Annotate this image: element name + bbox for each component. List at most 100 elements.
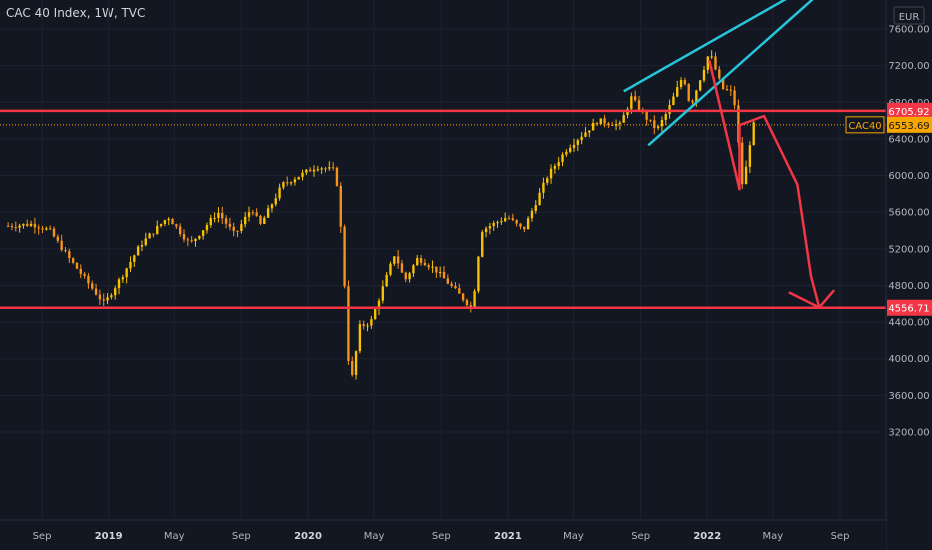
candle-body: [427, 265, 430, 268]
candle-body: [565, 151, 568, 155]
y-tick-label: 3600.00: [888, 391, 929, 402]
chart-title: CAC 40 Index, 1W, TVC: [6, 6, 146, 20]
symbol-tag: [845, 116, 885, 134]
level-tag: [887, 102, 932, 119]
candle-body: [370, 319, 373, 326]
candle-body: [523, 226, 526, 230]
candle-body: [209, 218, 212, 226]
candle-body: [588, 130, 591, 133]
candle-body: [591, 122, 595, 131]
level-tag-label: 6705.92: [888, 107, 929, 118]
candle-body: [458, 288, 461, 294]
candle-body: [534, 205, 537, 211]
candle-body: [442, 271, 446, 279]
candle-body: [454, 285, 457, 289]
candle-body: [52, 228, 56, 237]
candle-body: [251, 212, 255, 214]
candle-body: [224, 218, 228, 224]
candle-body: [45, 228, 48, 230]
candle-body: [136, 246, 140, 256]
candle-body: [744, 166, 748, 185]
candle-body: [79, 268, 82, 274]
candle-body: [477, 256, 480, 292]
candle-body: [6, 225, 10, 227]
candle-body: [125, 268, 128, 278]
candle-body: [645, 111, 648, 120]
projection-arrowhead: [788, 289, 835, 309]
candle-body: [530, 210, 534, 219]
candle-body: [622, 115, 625, 123]
candle-body: [152, 233, 155, 235]
candle-body: [542, 182, 545, 193]
candle-body: [568, 147, 572, 152]
candle-body: [354, 351, 358, 375]
candle-body: [71, 258, 75, 263]
y-axis-bg: [886, 0, 932, 550]
x-tick-label: 2020: [294, 531, 322, 542]
candle-body: [702, 69, 706, 81]
candle-body: [668, 105, 671, 114]
candle-body: [217, 212, 220, 219]
x-tick-label: Sep: [831, 531, 850, 542]
candle-body: [412, 265, 415, 274]
currency-label: EUR: [899, 12, 920, 23]
candle-body: [526, 218, 530, 230]
candle-body: [198, 235, 201, 239]
candle-body: [301, 172, 304, 177]
candle-body: [484, 228, 488, 233]
candle-body: [286, 182, 289, 184]
candle-body: [64, 250, 67, 252]
x-tick-label: May: [364, 531, 385, 542]
candle-body: [293, 179, 297, 183]
candle-body: [33, 223, 37, 228]
candle-body: [190, 240, 193, 242]
candle-body: [473, 291, 476, 307]
x-tick-label: May: [563, 531, 584, 542]
candle-body: [584, 132, 587, 137]
projection-path: [708, 59, 821, 309]
candle-body: [305, 169, 308, 173]
candle-body: [312, 169, 316, 172]
candle-body: [114, 288, 117, 296]
candle-body: [687, 84, 690, 101]
candle-body: [75, 262, 79, 269]
candle-series: [6, 50, 755, 380]
candle-body: [377, 300, 381, 309]
candle-body: [503, 218, 507, 222]
grid: [0, 0, 886, 520]
candle-body: [515, 219, 518, 224]
candle-body: [698, 80, 702, 91]
candle-body: [408, 273, 411, 280]
candle-body: [343, 226, 346, 287]
candle-body: [328, 167, 331, 169]
candle-body: [393, 256, 396, 264]
candle-body: [733, 90, 736, 106]
candle-body: [179, 226, 182, 235]
candle-body: [630, 96, 633, 109]
candle-body: [140, 245, 144, 247]
wedge-trendline: [623, 0, 787, 93]
level-tag: [887, 299, 932, 316]
candle-body: [507, 218, 511, 220]
candle-body: [163, 220, 167, 224]
candle-body: [289, 182, 293, 184]
candle-body: [244, 216, 247, 225]
candle-body: [614, 124, 618, 126]
candle-body: [129, 261, 132, 269]
candle-body: [121, 277, 125, 280]
candle-body: [87, 275, 90, 284]
level-tag-label: 4556.71: [888, 304, 929, 315]
candle-body: [599, 118, 602, 125]
y-tick-label: 5200.00: [888, 244, 929, 255]
candle-body: [56, 236, 60, 241]
y-tick-label: 3200.00: [888, 428, 929, 439]
candle-body: [49, 228, 52, 230]
x-tick-label: May: [762, 531, 783, 542]
candle-body: [465, 300, 469, 306]
candle-body: [159, 223, 163, 226]
x-tick-label: 2021: [494, 531, 522, 542]
candle-body: [679, 80, 683, 88]
candle-body: [320, 168, 323, 170]
candle-body: [106, 297, 109, 301]
